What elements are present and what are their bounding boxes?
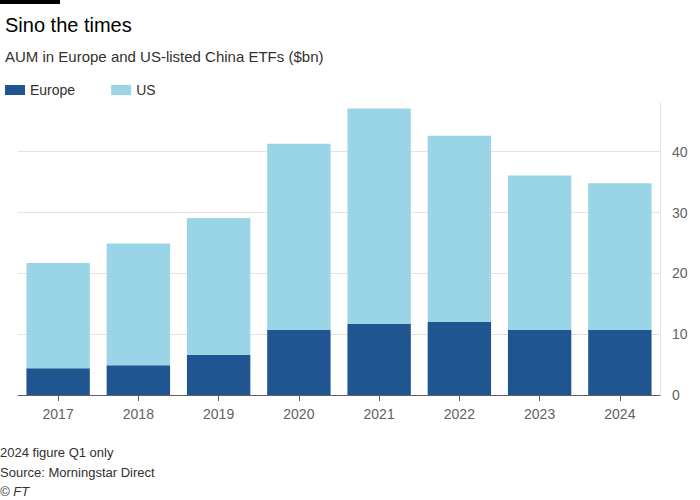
svg-text:2022: 2022 xyxy=(444,406,475,422)
svg-text:2017: 2017 xyxy=(43,406,74,422)
svg-text:20: 20 xyxy=(672,265,688,281)
svg-text:2023: 2023 xyxy=(524,406,555,422)
svg-text:2020: 2020 xyxy=(283,406,314,422)
svg-text:Europe: Europe xyxy=(30,82,75,98)
svg-text:2024 figure Q1 only: 2024 figure Q1 only xyxy=(0,445,114,460)
svg-text:0: 0 xyxy=(672,387,680,403)
svg-text:2024: 2024 xyxy=(604,406,635,422)
svg-text:2021: 2021 xyxy=(364,406,395,422)
svg-text:40: 40 xyxy=(672,144,688,160)
svg-text:Source: Morningstar Direct: Source: Morningstar Direct xyxy=(0,465,155,480)
svg-text:2019: 2019 xyxy=(203,406,234,422)
svg-text:2018: 2018 xyxy=(123,406,154,422)
svg-text:AUM in Europe and US-listed Ch: AUM in Europe and US-listed China ETFs (… xyxy=(5,48,323,65)
svg-text:10: 10 xyxy=(672,326,688,342)
svg-text:30: 30 xyxy=(672,205,688,221)
svg-text:US: US xyxy=(136,82,155,98)
svg-text:Sino the times: Sino the times xyxy=(5,14,132,36)
svg-text:© FT: © FT xyxy=(0,484,30,499)
